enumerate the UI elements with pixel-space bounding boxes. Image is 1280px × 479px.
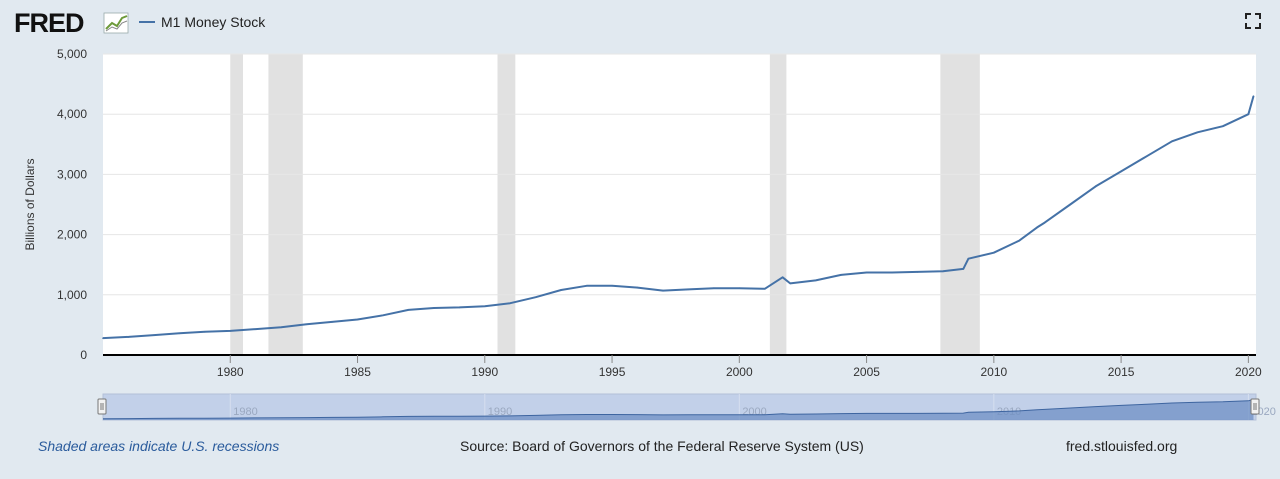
navigator-handle-right[interactable] (1250, 398, 1260, 415)
navigator-line (102, 398, 1254, 420)
line-graph-icon (103, 12, 129, 34)
navigator-area (103, 399, 1254, 420)
data-point (789, 282, 792, 285)
data-point (534, 296, 537, 299)
data-point (153, 334, 155, 336)
data-point (433, 307, 435, 309)
x-tick-label: 2000 (726, 365, 753, 379)
fullscreen-button[interactable] (1244, 12, 1262, 30)
recession-band-2 (497, 54, 516, 355)
data-point (967, 257, 970, 260)
data-point (1252, 95, 1255, 97)
series-line-m1-money-stock[interactable] (102, 95, 1255, 340)
data-point (127, 336, 130, 338)
data-point (1018, 239, 1021, 242)
data-point (178, 332, 181, 335)
x-tick-label: 1985 (344, 365, 371, 379)
recession-band-3 (769, 54, 787, 355)
data-point (1094, 185, 1097, 188)
legend-label: M1 Money Stock (161, 14, 266, 30)
recession-band-4 (940, 54, 980, 355)
x-tick-label: 2015 (1108, 365, 1135, 379)
data-point (1069, 203, 1071, 206)
y-axis-title: Billions of Dollars (23, 158, 37, 250)
data-point (1036, 226, 1038, 229)
data-point (763, 287, 766, 290)
data-point (1120, 170, 1122, 173)
y-tick-label: 5,000 (57, 47, 87, 61)
x-tick-label: 2020 (1235, 365, 1262, 379)
data-point (1145, 155, 1148, 158)
data-point (636, 286, 639, 289)
data-point (814, 279, 817, 282)
data-point (1196, 131, 1199, 134)
navigator-tick-label: 1990 (488, 406, 512, 418)
logo-graph-line (105, 15, 128, 30)
data-point (916, 271, 919, 273)
data-point (102, 337, 104, 339)
data-point (713, 287, 715, 289)
recession-band-1 (268, 54, 303, 355)
y-tick-label: 3,000 (57, 167, 87, 181)
data-point (687, 288, 690, 291)
data-point (942, 270, 944, 273)
y-tick-label: 4,000 (57, 107, 87, 121)
handle-body[interactable] (97, 398, 107, 415)
x-tick-label: 1995 (599, 365, 626, 379)
data-point (356, 318, 359, 321)
data-point (1171, 140, 1173, 143)
recession-band-0 (230, 54, 243, 355)
data-point (509, 302, 512, 305)
site-link[interactable]: fred.stlouisfed.org (1066, 438, 1178, 454)
y-tick-label: 2,000 (57, 228, 87, 242)
x-tick-label: 2005 (853, 365, 880, 379)
data-point (305, 323, 308, 326)
data-point (962, 268, 965, 270)
data-point (865, 271, 868, 274)
data-point (662, 289, 664, 292)
recession-note[interactable]: Shaded areas indicate U.S. recessions (38, 438, 280, 454)
x-tick-label: 1980 (217, 365, 244, 379)
y-tick-label: 1,000 (57, 288, 87, 302)
navigator-tick-label: 1980 (233, 406, 257, 418)
data-point (382, 314, 384, 317)
fred-logo[interactable]: FRED (14, 8, 85, 38)
data-point (738, 287, 741, 289)
data-point (585, 284, 588, 287)
handle-body[interactable] (1250, 398, 1260, 415)
data-point (204, 331, 206, 333)
data-point (229, 330, 232, 332)
x-tick-label: 2010 (980, 365, 1007, 379)
data-point (840, 274, 842, 276)
data-point (280, 326, 282, 329)
data-point (458, 306, 461, 309)
logo-graph-line-2 (105, 20, 128, 32)
data-point (560, 289, 562, 291)
legend: M1 Money Stock (139, 14, 266, 30)
data-point (611, 284, 613, 287)
data-point (483, 305, 486, 308)
y-tick-label: 0 (80, 348, 87, 362)
data-point (993, 251, 995, 254)
data-point (1043, 221, 1046, 224)
data-point (331, 321, 333, 323)
data-point (407, 309, 410, 311)
data-point (254, 328, 257, 330)
data-point (891, 271, 893, 274)
x-tick-label: 1990 (471, 365, 498, 379)
navigator-handle-left[interactable] (97, 398, 107, 415)
fullscreen-icon (1245, 13, 1261, 29)
data-point (781, 276, 784, 279)
data-point (1247, 113, 1250, 115)
source-note: Source: Board of Governors of the Federa… (460, 438, 864, 454)
data-point (1222, 125, 1224, 128)
